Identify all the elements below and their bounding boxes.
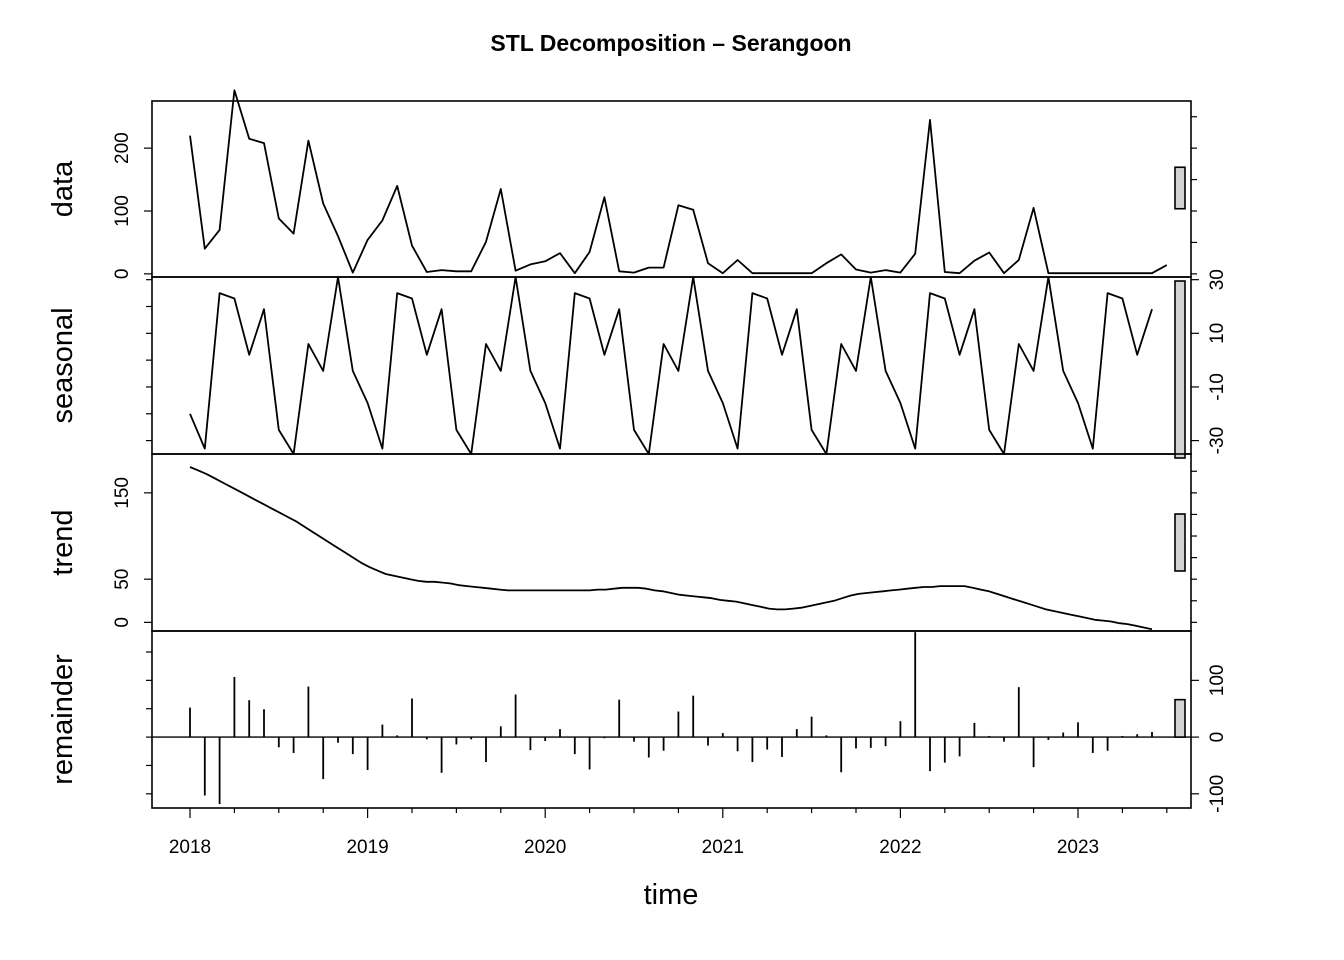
x-tick-label: 2019 xyxy=(346,837,388,858)
y-tick-label-trend: 0 xyxy=(112,617,133,628)
panel-frame-trend xyxy=(151,453,1192,632)
scale-bar-remainder xyxy=(1174,698,1186,738)
x-axis: 2018 2019 2020 2021 2022 2023 xyxy=(169,808,1168,858)
x-tick-label: 2020 xyxy=(524,837,566,858)
panel-seasonal: -30 -10 10 30 seasonal xyxy=(47,269,1228,459)
x-tick-label: 2022 xyxy=(879,837,921,858)
data-series-line xyxy=(189,89,1168,275)
panel-remainder: -100 0 100 remainder xyxy=(47,630,1228,813)
y-tick-label-trend: 150 xyxy=(112,477,133,509)
y-tick-label-seasonal: 10 xyxy=(1207,323,1228,344)
panel-label-seasonal: seasonal xyxy=(47,307,79,423)
seasonal-series-line xyxy=(189,276,1153,455)
y-tick-label-remainder: 0 xyxy=(1207,732,1228,743)
trend-series-line xyxy=(189,466,1153,631)
panels: 0 100 200 data -30 -10 10 30 seasonal 0 50 150 trend… xyxy=(47,89,1228,813)
y-tick-label-trend: 50 xyxy=(112,569,133,590)
scale-bar-data xyxy=(1174,166,1186,210)
scale-bar-seasonal xyxy=(1174,280,1186,459)
y-tick-label-data: 0 xyxy=(112,269,133,280)
panel-label-remainder: remainder xyxy=(47,654,79,785)
y-tick-label-data: 100 xyxy=(112,195,133,227)
panel-label-trend: trend xyxy=(47,509,79,575)
x-tick-label: 2018 xyxy=(169,837,211,858)
panel-frame-remainder xyxy=(151,630,1192,809)
scale-bar-trend xyxy=(1174,513,1186,572)
y-tick-label-seasonal: -10 xyxy=(1207,373,1228,400)
y-tick-label-seasonal: 30 xyxy=(1207,269,1228,290)
panel-trend: 0 50 150 trend xyxy=(47,453,1197,632)
y-tick-label-data: 200 xyxy=(112,132,133,164)
x-tick-label: 2021 xyxy=(702,837,744,858)
x-axis-label: time xyxy=(644,879,699,911)
panel-data: 0 100 200 data xyxy=(47,89,1197,280)
panel-frame-data xyxy=(151,100,1192,278)
y-tick-label-seasonal: -30 xyxy=(1207,427,1228,454)
chart-title: STL Decomposition – Serangoon xyxy=(490,30,851,56)
y-tick-label-remainder: 100 xyxy=(1207,665,1228,697)
panel-label-data: data xyxy=(47,160,79,217)
y-tick-label-remainder: -100 xyxy=(1207,775,1228,813)
x-tick-label: 2023 xyxy=(1057,837,1099,858)
